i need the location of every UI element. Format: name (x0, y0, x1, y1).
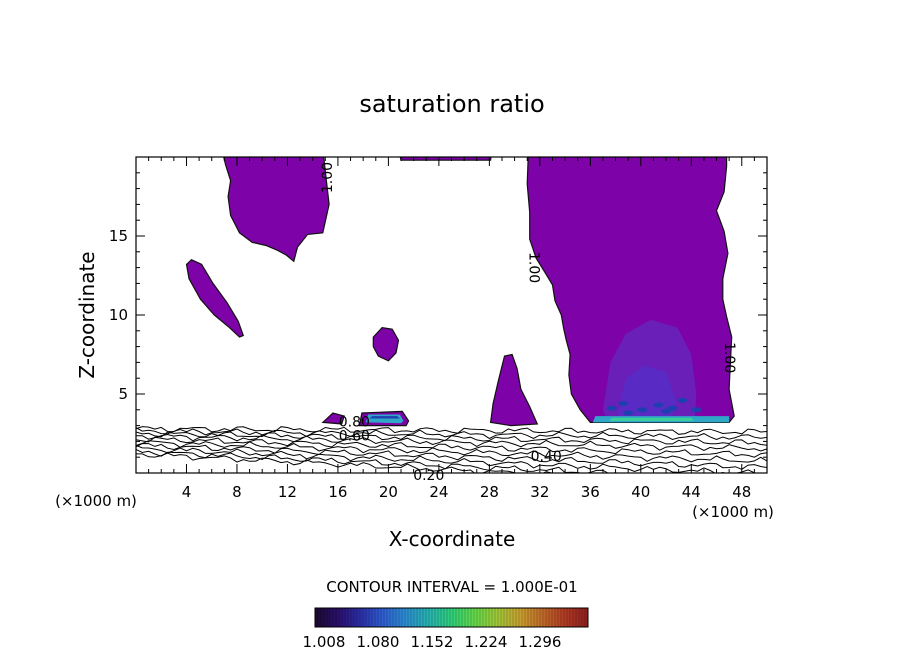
high-saturation-patch (653, 402, 664, 408)
x-unit-right: (×1000 m) (692, 503, 774, 521)
contour-layer (136, 157, 767, 473)
x-tick-label: 40 (631, 483, 650, 501)
colorbar: 1.008 1.080 1.152 1.224 1.296 (303, 607, 589, 651)
x-tick-label: 44 (682, 483, 701, 501)
contour-label: 1.00 (721, 342, 737, 373)
saturated-region (223, 157, 330, 263)
colorbar-tick-label: 1.224 (465, 633, 508, 651)
x-tick-label: 36 (581, 483, 600, 501)
saturated-region (372, 326, 400, 362)
saturated-region (489, 353, 539, 427)
high-saturation-patch (623, 410, 634, 416)
y-tick-label: 15 (109, 227, 128, 245)
contour-interval-label: CONTOUR INTERVAL = 1.000E-01 (326, 578, 577, 596)
contour-line (136, 426, 767, 435)
high-saturation-band (609, 417, 694, 421)
contour-line (136, 448, 649, 473)
contour-label: 1.00 (526, 252, 542, 283)
y-tick-label: 5 (118, 385, 128, 403)
colorbar-tick-label: 1.008 (303, 633, 346, 651)
x-axis-label: X-coordinate (389, 527, 516, 551)
high-saturation-patch (661, 408, 672, 414)
x-tick-label: 28 (480, 483, 499, 501)
high-saturation-patch (606, 405, 617, 411)
colorbar-gradient (314, 607, 589, 628)
x-unit-left: (×1000 m) (55, 492, 137, 510)
colorbar-tick-label: 1.080 (357, 633, 400, 651)
contour-label: 1.00 (320, 162, 336, 193)
high-saturation-core (369, 416, 400, 419)
x-tick-label: 48 (732, 483, 751, 501)
contour-line (136, 442, 767, 470)
high-saturation-patch (637, 407, 648, 413)
y-axis-label: Z-coordinate (75, 251, 99, 378)
colorbar-tick-label: 1.296 (519, 633, 562, 651)
chart-title: saturation ratio (359, 90, 544, 118)
x-tick-label: 24 (429, 483, 448, 501)
y-tick-label: 10 (109, 306, 128, 324)
x-tick-label: 32 (530, 483, 549, 501)
contour-line (136, 445, 767, 473)
contour-label: 0.20 (413, 468, 444, 484)
high-saturation-patch (691, 407, 702, 413)
saturated-region (399, 157, 492, 161)
contour-label: 0.60 (339, 429, 370, 445)
x-tick-label: 16 (328, 483, 347, 501)
saturated-region (185, 258, 245, 338)
x-tick-label: 12 (278, 483, 297, 501)
contour-line (136, 440, 767, 463)
contour-label: 0.40 (531, 449, 562, 465)
contour-line (136, 452, 592, 473)
high-saturation-patch (677, 397, 688, 403)
colorbar-tick-label: 1.152 (411, 633, 454, 651)
contour-line (136, 436, 767, 458)
contour-line (136, 433, 767, 452)
x-tick-label: 4 (182, 483, 192, 501)
contour-label: 0.80 (339, 414, 370, 430)
plot-area: 1.001.001.000.800.600.400.204 8 12 16 20 24 28… (109, 156, 768, 501)
high-saturation-patch (618, 400, 629, 406)
x-tick-label: 20 (379, 483, 398, 501)
contour-line (136, 431, 767, 446)
saturated-region (321, 412, 345, 425)
high-saturation-patch (667, 405, 678, 411)
x-tick-label: 8 (232, 483, 242, 501)
high-saturation-core (365, 414, 404, 424)
